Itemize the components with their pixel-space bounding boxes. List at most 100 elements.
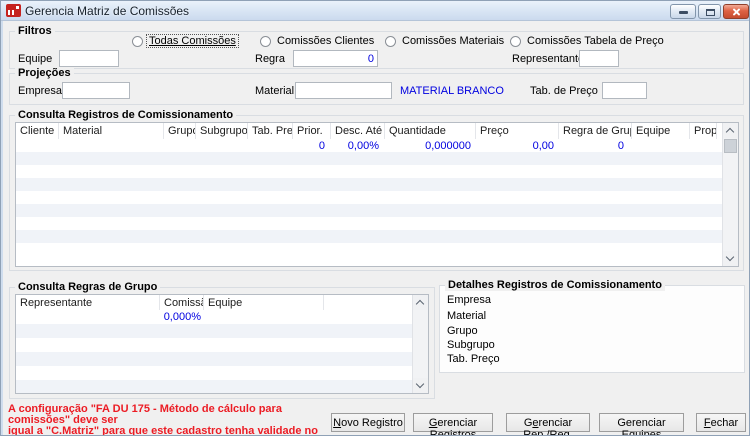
radio-todas-comissoes-label: Todas Comissões [146, 34, 239, 48]
regras-group: Consulta Regras de Grupo [9, 281, 435, 399]
column-header-quantidade[interactable]: Quantidade [385, 123, 476, 139]
chevron-up-icon [725, 127, 735, 137]
cell-comissao: 0,000% [163, 311, 201, 323]
column-header-prop[interactable]: Prop. [690, 123, 717, 139]
cell-desc-ate: 0,00% [347, 140, 379, 152]
registros-scrollbar[interactable] [722, 123, 738, 266]
column-header-desc-ate[interactable]: Desc. Até [331, 123, 385, 139]
gerenciar-equipes-button[interactable]: Gerenciar Equipes [599, 413, 684, 435]
column-header-regra-de-grupo[interactable]: Regra de Grupo [559, 123, 632, 139]
minimize-button[interactable] [670, 4, 696, 19]
scroll-down-button[interactable] [723, 251, 738, 266]
projecoes-group: Projeções Empresa Material MATERIAL BRAN… [9, 67, 744, 105]
gerenciar-registros-button[interactable]: Gerenciar Registros [413, 413, 493, 435]
filtros-group-label: Filtros [15, 25, 55, 37]
equipe-label: Equipe [18, 53, 53, 65]
column-header-equipe[interactable]: Equipe [632, 123, 690, 139]
table-row[interactable] [16, 204, 722, 217]
radio-comissoes-materiais[interactable]: Comissões Materiais [385, 35, 506, 47]
cell-equipe [632, 139, 690, 152]
material-label: Material [255, 85, 295, 97]
minimize-icon [679, 11, 688, 14]
detalhes-item-tab-preco: Tab. Preço [447, 353, 500, 365]
cell-equipe [204, 310, 324, 324]
registros-header-row: Cliente Material Grupo Subgrupo Tab. Pre… [16, 123, 722, 139]
scrollbar-thumb[interactable] [724, 139, 737, 153]
radio-circle-icon [132, 35, 143, 47]
regras-data-row[interactable]: 0,000% [16, 310, 412, 324]
regras-table: Representante Comissão Equipe 0,000% [15, 294, 429, 394]
column-header-subgrupo[interactable]: Subgrupo [196, 123, 248, 139]
table-row[interactable] [16, 152, 722, 165]
scroll-up-button[interactable] [413, 295, 428, 310]
radio-comissoes-clientes[interactable]: Comissões Clientes [260, 35, 376, 47]
config-warning-text: A configuração "FA DU 175 - Método de cá… [8, 404, 338, 436]
regras-scrollbar[interactable] [412, 295, 428, 393]
table-row[interactable] [16, 380, 412, 393]
table-row[interactable] [16, 366, 412, 380]
detalhes-item-subgrupo: Subgrupo [447, 339, 495, 351]
registros-data-row[interactable]: 0 0,00% 0,000000 0,00 0 [16, 139, 722, 152]
chevron-down-icon [725, 252, 735, 262]
table-row[interactable] [16, 191, 722, 204]
table-row[interactable] [16, 352, 412, 366]
cell-cliente [16, 139, 59, 152]
maximize-button[interactable] [698, 4, 721, 19]
column-header-material[interactable]: Material [59, 123, 164, 139]
table-row[interactable] [16, 324, 412, 338]
scroll-up-button[interactable] [723, 123, 738, 138]
detalhes-item-empresa: Empresa [447, 294, 492, 306]
detalhes-item-grupo: Grupo [447, 325, 478, 337]
empresa-input[interactable] [62, 82, 130, 99]
table-row[interactable] [16, 178, 722, 191]
empresa-label: Empresa [18, 85, 63, 97]
radio-comissoes-tabela-preco[interactable]: Comissões Tabela de Preço [510, 35, 666, 47]
novo-registro-button[interactable]: Novo Registro [331, 413, 405, 432]
table-row[interactable] [16, 217, 722, 230]
radio-circle-icon [260, 35, 271, 47]
close-icon [732, 7, 741, 16]
column-header-grupo[interactable]: Grupo [164, 123, 196, 139]
equipe-input[interactable] [59, 50, 119, 67]
registros-group-label: Consulta Registros de Comissionamento [15, 109, 237, 121]
column-header-tab-preco[interactable]: Tab. Preço [248, 123, 293, 139]
radio-comissoes-tabela-preco-label: Comissões Tabela de Preço [527, 35, 664, 47]
scroll-down-button[interactable] [413, 378, 428, 393]
table-row[interactable] [16, 243, 722, 256]
gerenciar-rep-reg-button[interactable]: Gerenciar Rep./Reg. [506, 413, 590, 435]
radio-todas-comissoes[interactable]: Todas Comissões [132, 34, 239, 48]
material-input[interactable] [295, 82, 392, 99]
window-title: Gerencia Matriz de Comissões [25, 4, 190, 18]
regra-input[interactable] [293, 50, 378, 67]
regras-rows: Representante Comissão Equipe 0,000% [16, 295, 412, 393]
detalhes-item-material: Material [447, 310, 487, 322]
regras-group-label: Consulta Regras de Grupo [15, 281, 161, 293]
fechar-button[interactable]: Fechar [696, 413, 746, 432]
cell-quantidade: 0,000000 [425, 140, 471, 152]
table-row[interactable] [16, 338, 412, 352]
table-row[interactable] [16, 165, 722, 178]
column-header-equipe[interactable]: Equipe [204, 295, 324, 310]
detalhes-group-label: Detalhes Registros de Comissionamento [445, 279, 665, 291]
cell-prop [690, 139, 717, 152]
client-area: Filtros Todas Comissões Comissões Client… [3, 21, 749, 435]
radio-comissoes-materiais-label: Comissões Materiais [402, 35, 505, 47]
tab-preco-label: Tab. de Preço [530, 85, 598, 97]
close-button[interactable] [723, 4, 749, 19]
material-descricao: MATERIAL BRANCO [400, 85, 504, 97]
column-header-preco[interactable]: Preço [476, 123, 559, 139]
column-header-prior[interactable]: Prior. [293, 123, 331, 139]
registros-rows: Cliente Material Grupo Subgrupo Tab. Pre… [16, 123, 722, 266]
registros-group: Consulta Registros de Comissionamento [9, 109, 744, 271]
cell-prior: 0 [318, 140, 325, 152]
title-bar[interactable]: Gerencia Matriz de Comissões [1, 1, 749, 21]
representante-input[interactable] [579, 50, 619, 67]
table-row[interactable] [16, 230, 722, 243]
column-header-cliente[interactable]: Cliente [16, 123, 59, 139]
regra-label: Regra [255, 53, 285, 65]
cell-representante [16, 310, 160, 324]
column-header-comissao[interactable]: Comissão [160, 295, 204, 310]
tab-preco-input[interactable] [602, 82, 647, 99]
column-header-representante[interactable]: Representante [16, 295, 160, 310]
